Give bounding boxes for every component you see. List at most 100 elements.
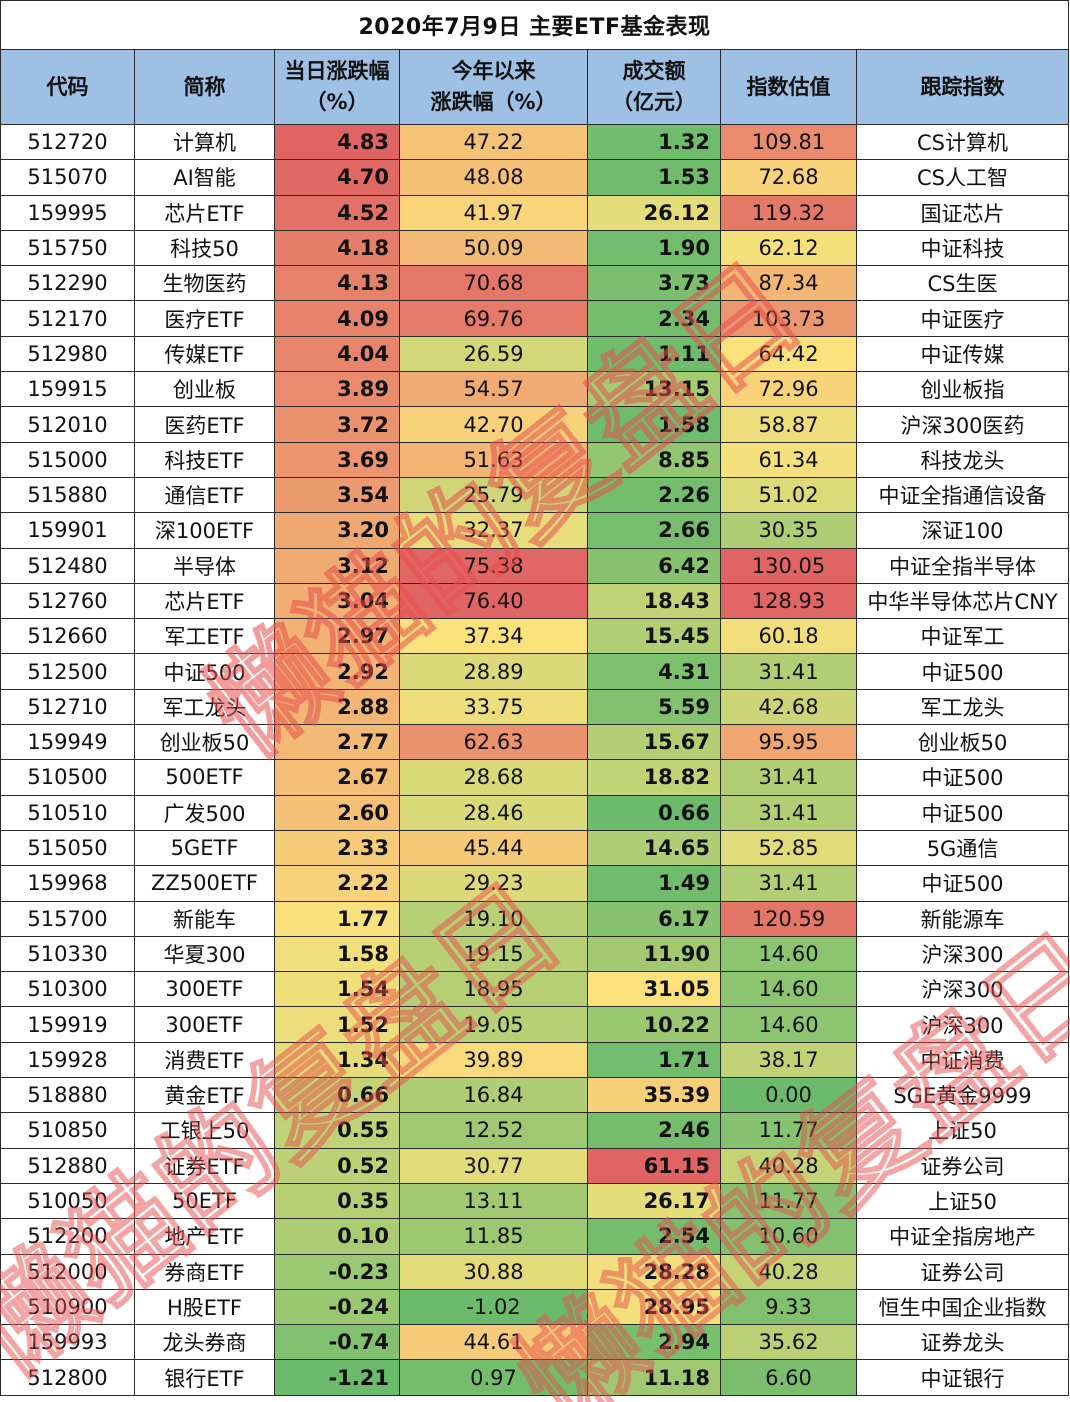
cell-tracking-index: 中证科技 <box>855 229 1070 267</box>
cell-daily-change: 4.13 <box>274 265 400 302</box>
cell-code: 515070 <box>0 159 135 196</box>
cell-code: 510300 <box>0 971 135 1008</box>
cell-name: 科技50 <box>134 229 275 267</box>
cell-tracking-index: 国证芯片 <box>855 194 1070 231</box>
cell-code: 159995 <box>0 194 135 231</box>
cell-tracking-index: 中证医疗 <box>855 300 1070 337</box>
cell-name: 军工ETF <box>134 618 275 655</box>
cell-code: 512880 <box>0 1147 135 1184</box>
cell-tracking-index: 中证全指半导体 <box>855 547 1070 584</box>
table-row: 518880 黄金ETF 0.66 16.84 35.39 0.00 SGE黄金9999 <box>0 1077 1070 1114</box>
cell-name: 创业板50 <box>134 724 275 761</box>
header-row: 代码 简称 当日涨跌幅 （%） 今年以来 涨跌幅（%） 成交额 （亿元） 指数估… <box>0 49 1070 125</box>
cell-ytd-change: 19.15 <box>399 935 588 973</box>
cell-volume: 8.85 <box>587 441 721 478</box>
cell-code: 510500 <box>0 759 135 796</box>
cell-ytd-change: 0.97 <box>399 1359 588 1396</box>
cell-tracking-index: 中证500 <box>855 794 1070 831</box>
table-row: 159995 芯片ETF 4.52 41.97 26.12 119.32 国证芯片 <box>0 194 1070 231</box>
cell-valuation: 31.41 <box>720 759 857 796</box>
cell-tracking-index: 深证100 <box>855 512 1070 549</box>
cell-name: 通信ETF <box>134 476 275 514</box>
cell-ytd-change: 42.70 <box>399 406 588 443</box>
cell-name: 5GETF <box>134 829 275 867</box>
cell-name: 消费ETF <box>134 1041 275 1079</box>
table-row: 510330 华夏300 1.58 19.15 11.90 14.60 沪深300 <box>0 935 1070 973</box>
cell-volume: 2.46 <box>587 1112 721 1149</box>
cell-daily-change: 3.54 <box>274 476 400 514</box>
cell-code: 515750 <box>0 229 135 267</box>
cell-daily-change: 0.35 <box>274 1182 400 1220</box>
cell-ytd-change: 50.09 <box>399 229 588 267</box>
table-row: 512170 医疗ETF 4.09 69.76 2.34 103.73 中证医疗 <box>0 300 1070 337</box>
cell-volume: 61.15 <box>587 1147 721 1184</box>
cell-code: 512170 <box>0 300 135 337</box>
cell-ytd-change: 18.95 <box>399 971 588 1008</box>
cell-ytd-change: -1.02 <box>399 1288 588 1326</box>
cell-valuation: 0.00 <box>720 1077 857 1114</box>
cell-valuation: 9.33 <box>720 1288 857 1326</box>
cell-name: 创业板 <box>134 371 275 408</box>
header-volume-line2: （亿元） <box>612 90 696 114</box>
cell-daily-change: 1.54 <box>274 971 400 1008</box>
cell-code: 512980 <box>0 335 135 373</box>
header-ytd-line1: 今年以来 <box>451 59 536 83</box>
table-row: 512010 医药ETF 3.72 42.70 1.58 58.87 沪深300医药 <box>0 406 1070 443</box>
cell-tracking-index: 沪深300 <box>855 1006 1070 1043</box>
cell-valuation: 119.32 <box>720 194 857 231</box>
cell-ytd-change: 62.63 <box>399 724 588 761</box>
table-row: 512290 生物医药 4.13 70.68 3.73 87.34 CS生医 <box>0 265 1070 302</box>
cell-code: 510330 <box>0 935 135 973</box>
cell-name: 500ETF <box>134 759 275 796</box>
cell-valuation: 42.68 <box>720 688 857 726</box>
cell-valuation: 35.62 <box>720 1324 857 1361</box>
cell-daily-change: 0.52 <box>274 1147 400 1184</box>
cell-tracking-index: 沪深300 <box>855 935 1070 973</box>
table-row: 159915 创业板 3.89 54.57 13.15 72.96 创业板指 <box>0 371 1070 408</box>
cell-daily-change: 2.67 <box>274 759 400 796</box>
cell-daily-change: -1.21 <box>274 1359 400 1396</box>
cell-daily-change: 2.22 <box>274 865 400 902</box>
cell-tracking-index: 中证全指房地产 <box>855 1218 1070 1255</box>
cell-daily-change: -0.74 <box>274 1324 400 1361</box>
table-row: 515000 科技ETF 3.69 51.63 8.85 61.34 科技龙头 <box>0 441 1070 478</box>
cell-volume: 1.53 <box>587 159 721 196</box>
cell-code: 512710 <box>0 688 135 726</box>
cell-name: 医药ETF <box>134 406 275 443</box>
cell-ytd-change: 25.79 <box>399 476 588 514</box>
cell-name: 半导体 <box>134 547 275 584</box>
cell-code: 159968 <box>0 865 135 902</box>
cell-volume: 2.94 <box>587 1324 721 1361</box>
header-tracking-index: 跟踪指数 <box>855 49 1070 125</box>
cell-code: 515050 <box>0 829 135 867</box>
header-ytd-line2: 涨跌幅（%） <box>430 90 557 114</box>
table-row: 510500 500ETF 2.67 28.68 18.82 31.41 中证500 <box>0 759 1070 796</box>
cell-volume: 3.73 <box>587 265 721 302</box>
cell-code: 159901 <box>0 512 135 549</box>
cell-daily-change: 2.92 <box>274 653 400 690</box>
cell-tracking-index: 上证50 <box>855 1182 1070 1220</box>
cell-code: 512480 <box>0 547 135 584</box>
cell-valuation: 14.60 <box>720 935 857 973</box>
cell-name: 龙头券商 <box>134 1324 275 1361</box>
header-daily-change-line1: 当日涨跌幅 <box>284 59 390 83</box>
cell-code: 512000 <box>0 1253 135 1290</box>
cell-ytd-change: 37.34 <box>399 618 588 655</box>
cell-name: 工银上50 <box>134 1112 275 1149</box>
cell-daily-change: 3.20 <box>274 512 400 549</box>
cell-daily-change: 4.52 <box>274 194 400 231</box>
cell-ytd-change: 30.77 <box>399 1147 588 1184</box>
cell-daily-change: 2.33 <box>274 829 400 867</box>
table-row: 510900 H股ETF -0.24 -1.02 28.95 9.33 恒生中国企业指数 <box>0 1288 1070 1326</box>
cell-tracking-index: 恒生中国企业指数 <box>855 1288 1070 1326</box>
table-row: 510050 50ETF 0.35 13.11 26.17 11.77 上证50 <box>0 1182 1070 1220</box>
table-row: 159928 消费ETF 1.34 39.89 1.71 38.17 中证消费 <box>0 1041 1070 1079</box>
cell-volume: 2.26 <box>587 476 721 514</box>
table-row: 512000 券商ETF -0.23 30.88 28.28 40.28 证券公司 <box>0 1253 1070 1290</box>
cell-valuation: 128.93 <box>720 582 857 620</box>
table-row: 515880 通信ETF 3.54 25.79 2.26 51.02 中证全指通信设备 <box>0 476 1070 514</box>
cell-ytd-change: 29.23 <box>399 865 588 902</box>
cell-volume: 31.05 <box>587 971 721 1008</box>
cell-valuation: 64.42 <box>720 335 857 373</box>
cell-valuation: 11.77 <box>720 1182 857 1220</box>
